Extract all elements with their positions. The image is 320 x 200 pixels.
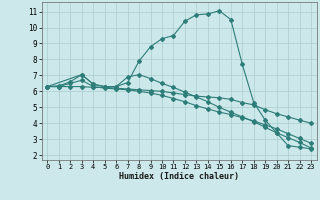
X-axis label: Humidex (Indice chaleur): Humidex (Indice chaleur) xyxy=(119,172,239,181)
